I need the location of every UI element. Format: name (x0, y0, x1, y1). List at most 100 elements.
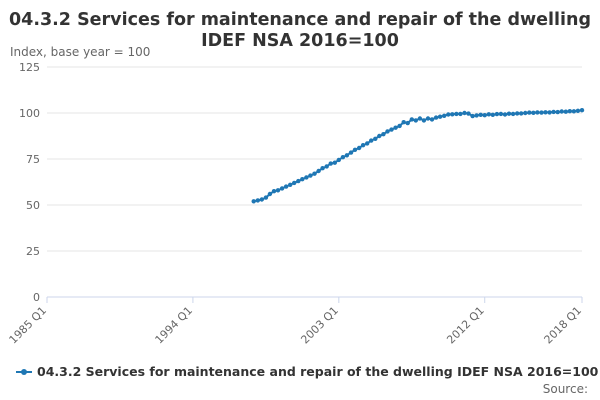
series-line (253, 109, 583, 203)
data-point[interactable] (450, 112, 455, 117)
data-point[interactable] (300, 177, 305, 182)
legend[interactable]: 04.3.2 Services for maintenance and repa… (16, 364, 599, 379)
data-point[interactable] (567, 109, 572, 114)
grid (47, 66, 582, 298)
data-point[interactable] (535, 110, 540, 115)
data-point[interactable] (466, 111, 471, 116)
y-axis-label: Index, base year = 100 (10, 45, 150, 59)
data-point[interactable] (348, 150, 354, 155)
data-point[interactable] (446, 112, 451, 117)
x-tick-label: 2012 Q1 (444, 304, 487, 347)
data-point[interactable] (283, 184, 289, 189)
y-tick-label: 125 (19, 61, 40, 74)
data-point[interactable] (543, 110, 548, 115)
data-point[interactable] (393, 125, 398, 130)
data-point[interactable] (527, 110, 532, 115)
data-point[interactable] (292, 180, 297, 186)
data-point[interactable] (429, 117, 435, 122)
data-point[interactable] (336, 157, 341, 163)
data-point[interactable] (352, 147, 358, 152)
data-point[interactable] (271, 189, 277, 194)
data-point[interactable] (486, 112, 491, 117)
chart-title-line-1: 04.3.2 Services for maintenance and repa… (9, 10, 591, 30)
data-point[interactable] (490, 112, 495, 118)
data-point[interactable] (308, 173, 313, 178)
data-point[interactable] (263, 195, 269, 200)
data-point[interactable] (356, 145, 362, 151)
data-point[interactable] (397, 123, 402, 129)
data-point[interactable] (369, 138, 374, 143)
data-point[interactable] (405, 120, 410, 126)
data-point[interactable] (259, 197, 264, 202)
data-point[interactable] (519, 111, 524, 116)
data-point[interactable] (279, 186, 285, 191)
data-point[interactable] (340, 155, 346, 160)
data-point[interactable] (425, 116, 431, 121)
legend-marker (21, 369, 27, 375)
x-tick-label: 1994 Q1 (152, 304, 195, 347)
data-point[interactable] (413, 118, 418, 123)
data-point[interactable] (328, 161, 333, 166)
data-point[interactable] (320, 166, 325, 171)
data-point[interactable] (515, 111, 520, 116)
legend-label: 04.3.2 Services for maintenance and repa… (37, 364, 599, 379)
data-point[interactable] (288, 182, 293, 187)
y-tick-label: 50 (26, 199, 40, 212)
data-point[interactable] (437, 114, 443, 119)
data-point[interactable] (324, 164, 329, 169)
data-point[interactable] (563, 109, 568, 114)
data-point[interactable] (385, 129, 390, 134)
data-point[interactable] (547, 110, 552, 115)
data-point[interactable] (571, 109, 577, 114)
data-point[interactable] (575, 108, 581, 114)
data-point[interactable] (494, 111, 500, 117)
data-point[interactable] (462, 110, 467, 116)
x-tick-label: 1985 Q1 (7, 304, 50, 347)
data-point[interactable] (389, 127, 394, 132)
data-point[interactable] (267, 191, 273, 197)
y-axis: 0 25 50 75 100 125 (19, 61, 40, 304)
data-point[interactable] (401, 120, 406, 125)
data-point[interactable] (523, 110, 528, 116)
data-point[interactable] (442, 113, 447, 119)
data-point[interactable] (275, 188, 281, 193)
x-tick-label: 2018 Q1 (542, 304, 585, 347)
data-point[interactable] (377, 133, 382, 139)
data-point[interactable] (373, 136, 378, 141)
data-point[interactable] (502, 112, 508, 117)
data-point[interactable] (482, 113, 487, 118)
data-point[interactable] (344, 153, 350, 158)
data-point[interactable] (498, 111, 504, 117)
data-point[interactable] (474, 113, 479, 118)
data-point[interactable] (579, 108, 585, 113)
data-point[interactable] (296, 178, 301, 184)
y-tick-label: 0 (33, 291, 40, 304)
data-point[interactable] (559, 109, 564, 114)
data-point[interactable] (539, 110, 544, 115)
data-point[interactable] (551, 109, 556, 115)
data-point[interactable] (304, 175, 309, 180)
chart-title-line-2: IDEF NSA 2016=100 (201, 31, 399, 51)
data-point[interactable] (470, 113, 475, 119)
data-point[interactable] (255, 198, 260, 203)
data-point[interactable] (409, 117, 414, 122)
data-point[interactable] (312, 171, 317, 176)
data-point[interactable] (506, 111, 512, 116)
data-point[interactable] (360, 143, 366, 148)
data-point[interactable] (251, 199, 256, 204)
y-tick-label: 25 (26, 245, 40, 258)
data-point[interactable] (381, 132, 386, 137)
data-point[interactable] (531, 110, 536, 116)
data-point[interactable] (433, 115, 439, 120)
data-point[interactable] (454, 111, 459, 117)
data-point[interactable] (316, 168, 321, 174)
data-point[interactable] (458, 111, 463, 117)
series-group (251, 108, 585, 204)
data-point[interactable] (332, 160, 337, 165)
data-point[interactable] (555, 109, 560, 115)
data-point[interactable] (510, 111, 516, 117)
data-point[interactable] (417, 116, 423, 121)
data-point[interactable] (478, 112, 483, 118)
data-point[interactable] (421, 118, 427, 123)
data-point[interactable] (365, 141, 370, 146)
